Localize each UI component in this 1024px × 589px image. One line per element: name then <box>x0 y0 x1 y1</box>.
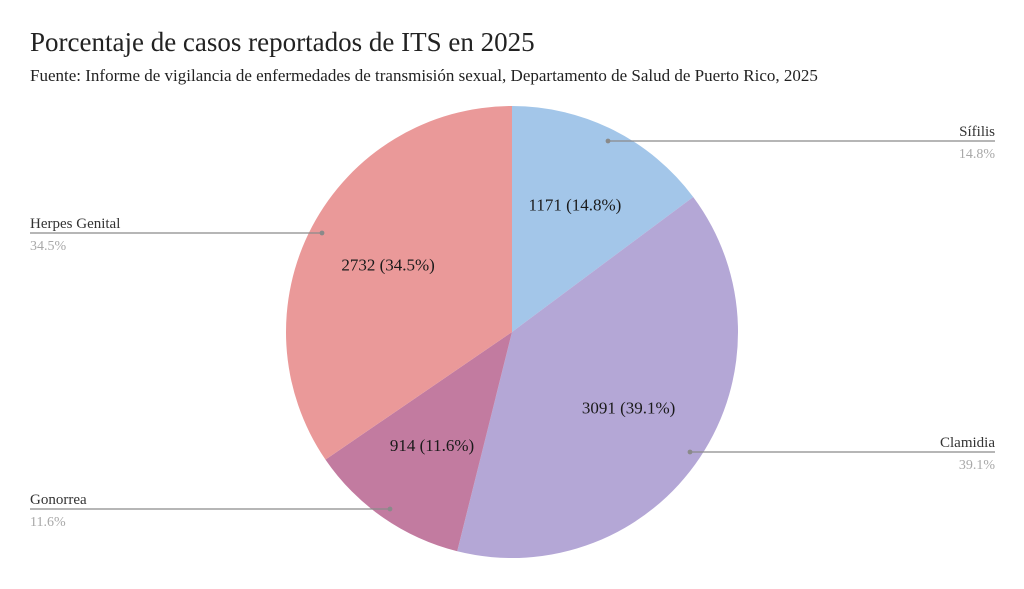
pie-slice-gonorrea <box>325 332 512 552</box>
leader-dot-sifilis <box>605 138 611 144</box>
chart-subtitle: Fuente: Informe de vigilancia de enferme… <box>30 66 818 85</box>
legend-percent-gonorrea: 11.6% <box>30 515 66 530</box>
legend-percent-herpes-genital: 34.5% <box>30 239 67 254</box>
slice-label-herpes-genital: 2732 (34.5%) <box>341 256 434 275</box>
leader-dot-gonorrea <box>387 506 393 512</box>
pie-slice-herpes-genital <box>285 106 512 460</box>
leader-dot-herpes-genital <box>319 230 325 236</box>
chart-title: Porcentaje de casos reportados de ITS en… <box>30 27 535 57</box>
legend-percent-clamidia: 39.1% <box>959 458 996 473</box>
slice-label-sifilis: 1171 (14.8%) <box>528 196 621 215</box>
legend-label-sifilis: Sífilis <box>959 124 995 140</box>
legend-percent-sifilis: 14.8% <box>959 147 996 162</box>
legend-label-gonorrea: Gonorrea <box>30 492 87 508</box>
leader-dot-clamidia <box>687 449 693 455</box>
pie-slice-sifilis <box>512 106 694 332</box>
legend-label-herpes-genital: Herpes Genital <box>30 216 120 232</box>
slice-label-gonorrea: 914 (11.6%) <box>390 436 474 455</box>
pie-slice-clamidia <box>457 196 739 559</box>
slice-label-clamidia: 3091 (39.1%) <box>582 399 675 418</box>
legend-label-clamidia: Clamidia <box>940 435 995 451</box>
